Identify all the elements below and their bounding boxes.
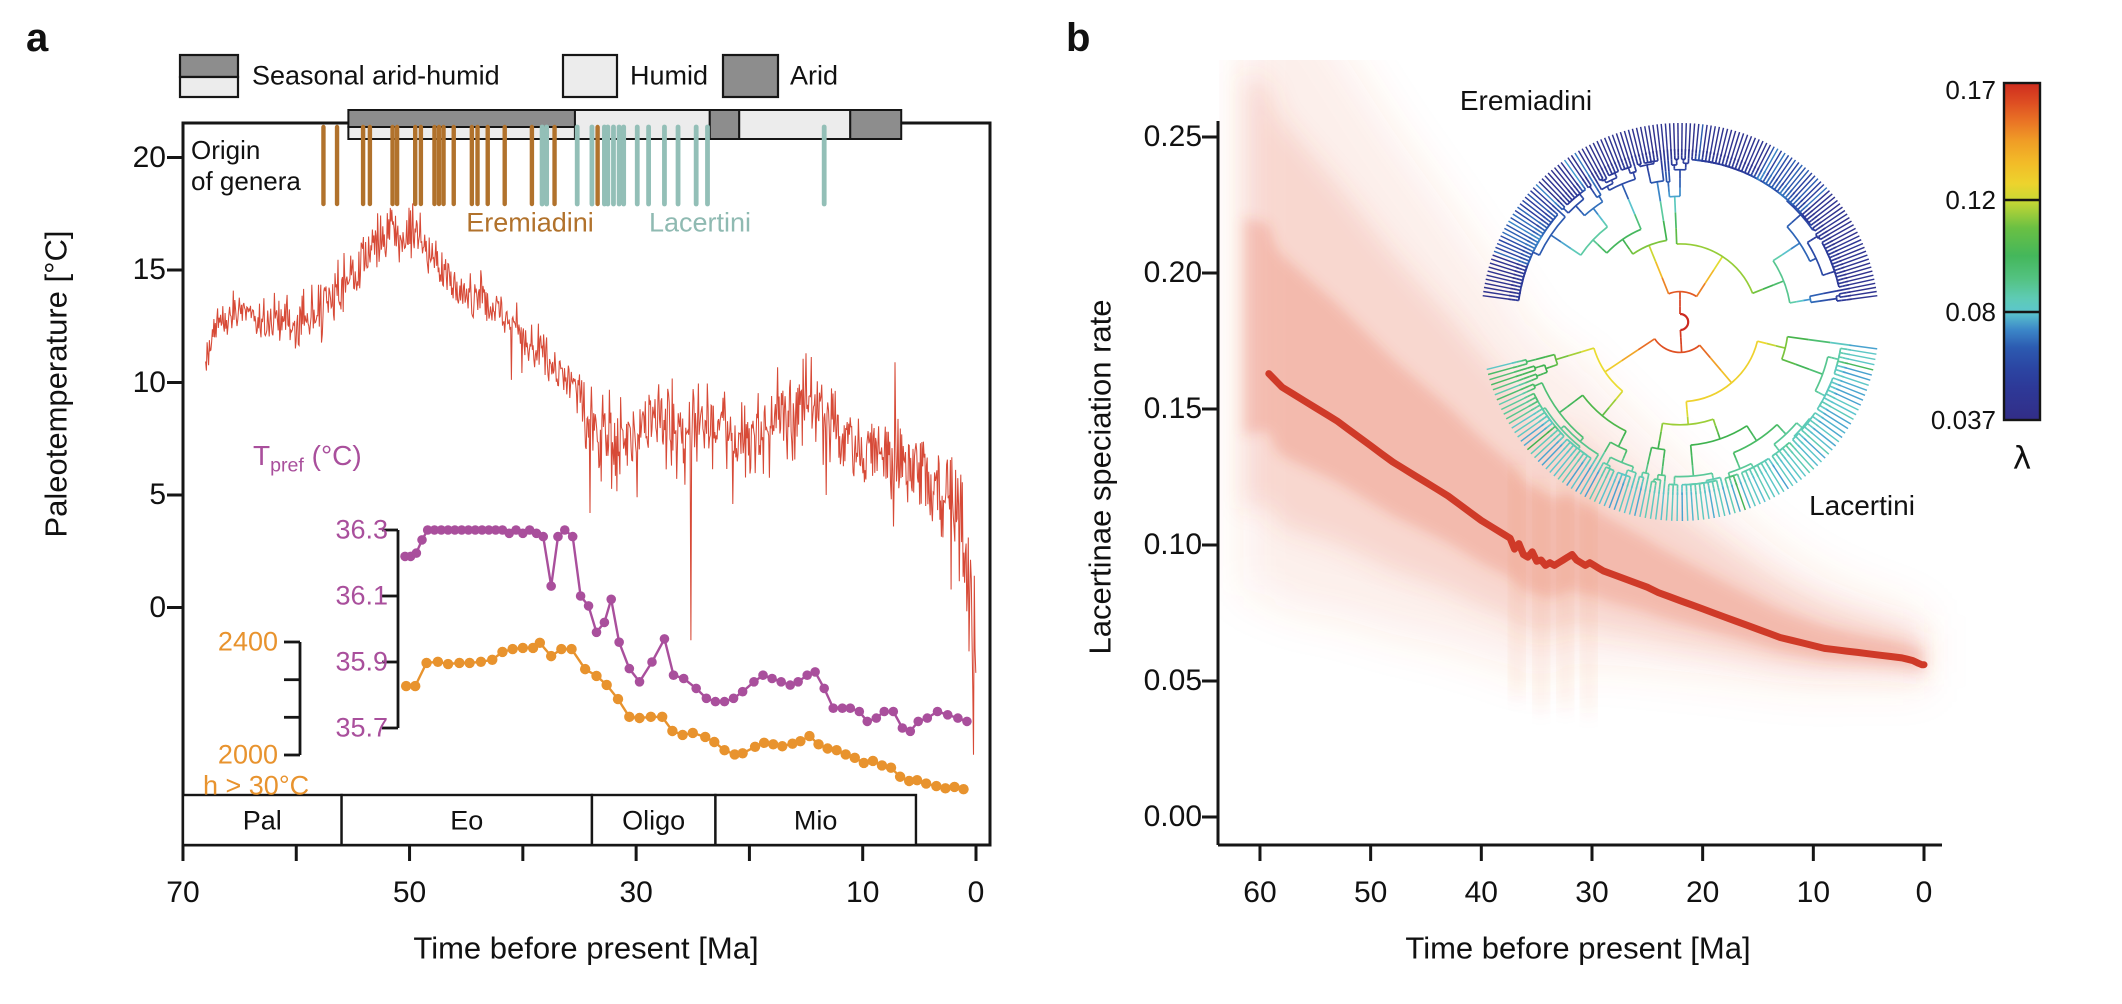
y-axis-title-a: Paleotemperature [°C] [38, 230, 74, 538]
y-tick-b-4: 0.05 [1143, 664, 1202, 697]
x-tick-a-10: 10 [846, 876, 880, 909]
x-tick-b-60: 60 [1243, 876, 1277, 909]
colorbar-tick-3: 0.037 [1930, 405, 1996, 435]
x-axis-title-a: Time before present [Ma] [413, 930, 759, 966]
inset-phylogeny [1482, 122, 1878, 522]
x-tick-b-0: 0 [1915, 876, 1933, 909]
h30-tick-1: 2000 [217, 739, 278, 770]
eremiadini-ticks-label: Eremiadini [466, 207, 594, 238]
colorbar-tick-1: 0.12 [1945, 185, 1996, 215]
y-tick-b-1: 0.20 [1143, 256, 1202, 289]
epoch-Oligo: Oligo [622, 805, 686, 836]
y-tick-a-20: 20 [132, 140, 166, 174]
x-tick-a-0: 0 [967, 876, 985, 909]
inset-lacertini-label: Lacertini [1809, 490, 1915, 521]
lacertini-ticks-label: Lacertini [648, 207, 752, 238]
legend-label-arid: Arid [790, 60, 839, 91]
origin-of-genera-line2: of genera [191, 166, 301, 196]
y-tick-a-15: 15 [132, 253, 166, 286]
tpref-label: Tpref (°C) [253, 439, 362, 477]
tpref-tick-3: 35.7 [335, 712, 388, 743]
y-tick-a-5: 5 [149, 478, 166, 511]
tpref-tick-2: 35.9 [335, 646, 388, 677]
x-tick-a-50: 50 [392, 876, 427, 909]
y-tick-a-0: 0 [149, 590, 166, 624]
epoch-Mio: Mio [793, 805, 838, 836]
x-tick-b-10: 10 [1796, 876, 1831, 909]
x-tick-b-50: 50 [1353, 876, 1388, 909]
h30-tick-0: 2400 [217, 626, 278, 657]
y-tick-b-2: 0.15 [1143, 392, 1202, 425]
panel-a-label: a [26, 16, 49, 60]
x-tick-a-70: 70 [166, 876, 200, 909]
colorbar-lambda-label: λ [2012, 440, 2032, 477]
y-tick-a-10: 10 [132, 365, 166, 399]
x-axis-title-b: Time before present [Ma] [1405, 930, 1751, 966]
epoch-Pal: Pal [242, 805, 282, 836]
panel-b-label: b [1066, 16, 1091, 60]
y-tick-b-3: 0.10 [1143, 528, 1202, 561]
colorbar-tick-2: 0.08 [1945, 297, 1996, 327]
x-tick-a-30: 30 [619, 876, 653, 909]
epoch-Eo: Eo [450, 805, 484, 836]
inset-eremiadini-label: Eremiadini [1459, 85, 1593, 116]
tpref-tick-1: 36.1 [335, 580, 388, 611]
origin-of-genera-line1: Origin [191, 135, 261, 165]
x-tick-b-20: 20 [1685, 876, 1720, 909]
tpref-tick-0: 36.3 [335, 514, 388, 545]
colorbar-tick-0: 0.17 [1945, 75, 1996, 105]
h30-label: h > 30°C [203, 770, 310, 801]
y-axis-title-b: Lacertinae speciation rate [1082, 299, 1118, 655]
y-tick-b-0: 0.25 [1143, 120, 1202, 153]
x-tick-b-40: 40 [1464, 876, 1498, 909]
legend-label-seasonal: Seasonal arid-humid [252, 60, 500, 91]
y-tick-b-5: 0.00 [1143, 800, 1202, 833]
x-tick-b-30: 30 [1575, 876, 1609, 909]
legend-label-humid: Humid [630, 60, 709, 91]
